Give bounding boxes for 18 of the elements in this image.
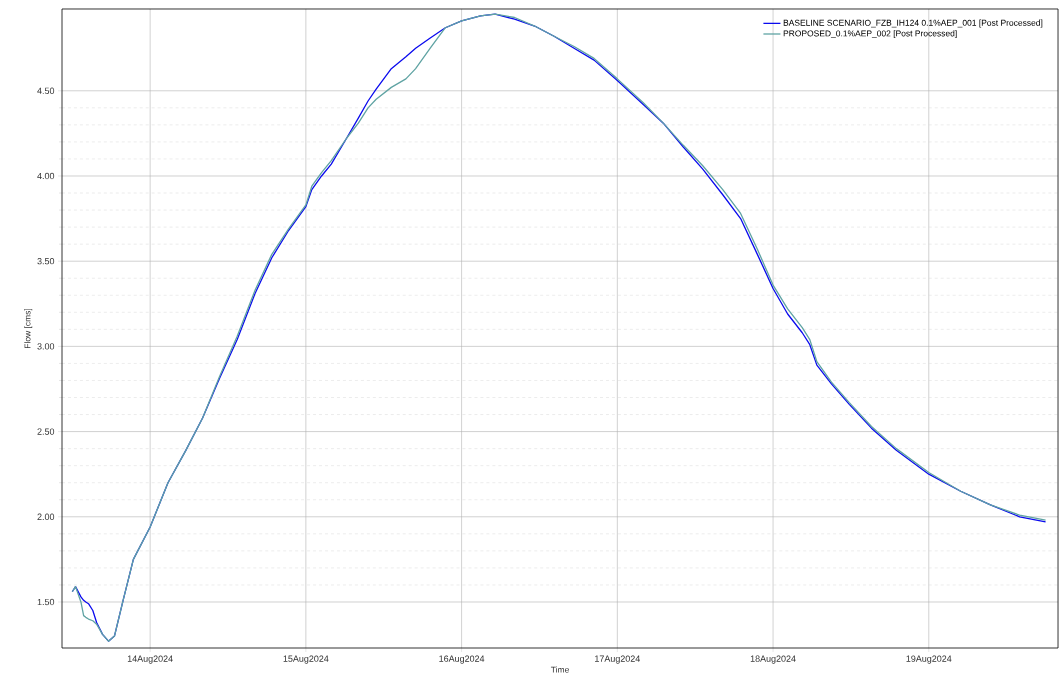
x-tick-label: 17Aug2024 xyxy=(595,655,640,664)
x-tick-label: 14Aug2024 xyxy=(127,655,173,664)
y-tick-label: 4.00 xyxy=(37,172,55,180)
legend-label: PROPOSED_0.1%AEP_002 [Post Processed] xyxy=(783,30,957,39)
y-tick-label: 3.00 xyxy=(37,343,55,350)
line-series xyxy=(71,13,1047,642)
x-axis-title: Time xyxy=(550,666,569,673)
y-tick-label: 3.50 xyxy=(37,258,55,265)
x-tick-label: 18Aug2024 xyxy=(750,655,796,664)
y-tick-label: 2.50 xyxy=(37,428,55,435)
y-tick-label: 1.50 xyxy=(37,598,55,606)
x-tick-label: 15Aug2024 xyxy=(283,655,329,664)
y-tick-label: 2.00 xyxy=(37,513,55,520)
x-tick-label: 19Aug2024 xyxy=(906,655,952,664)
x-tick-label: 16Aug2024 xyxy=(439,655,485,664)
y-tick-label: 4.50 xyxy=(37,87,55,94)
legend-label: BASELINE SCENARIO_FZB_IH124 0.1%AEP_001 [Post Processed] xyxy=(783,19,1043,28)
y-axis-title: Flow [cms] xyxy=(24,308,33,349)
